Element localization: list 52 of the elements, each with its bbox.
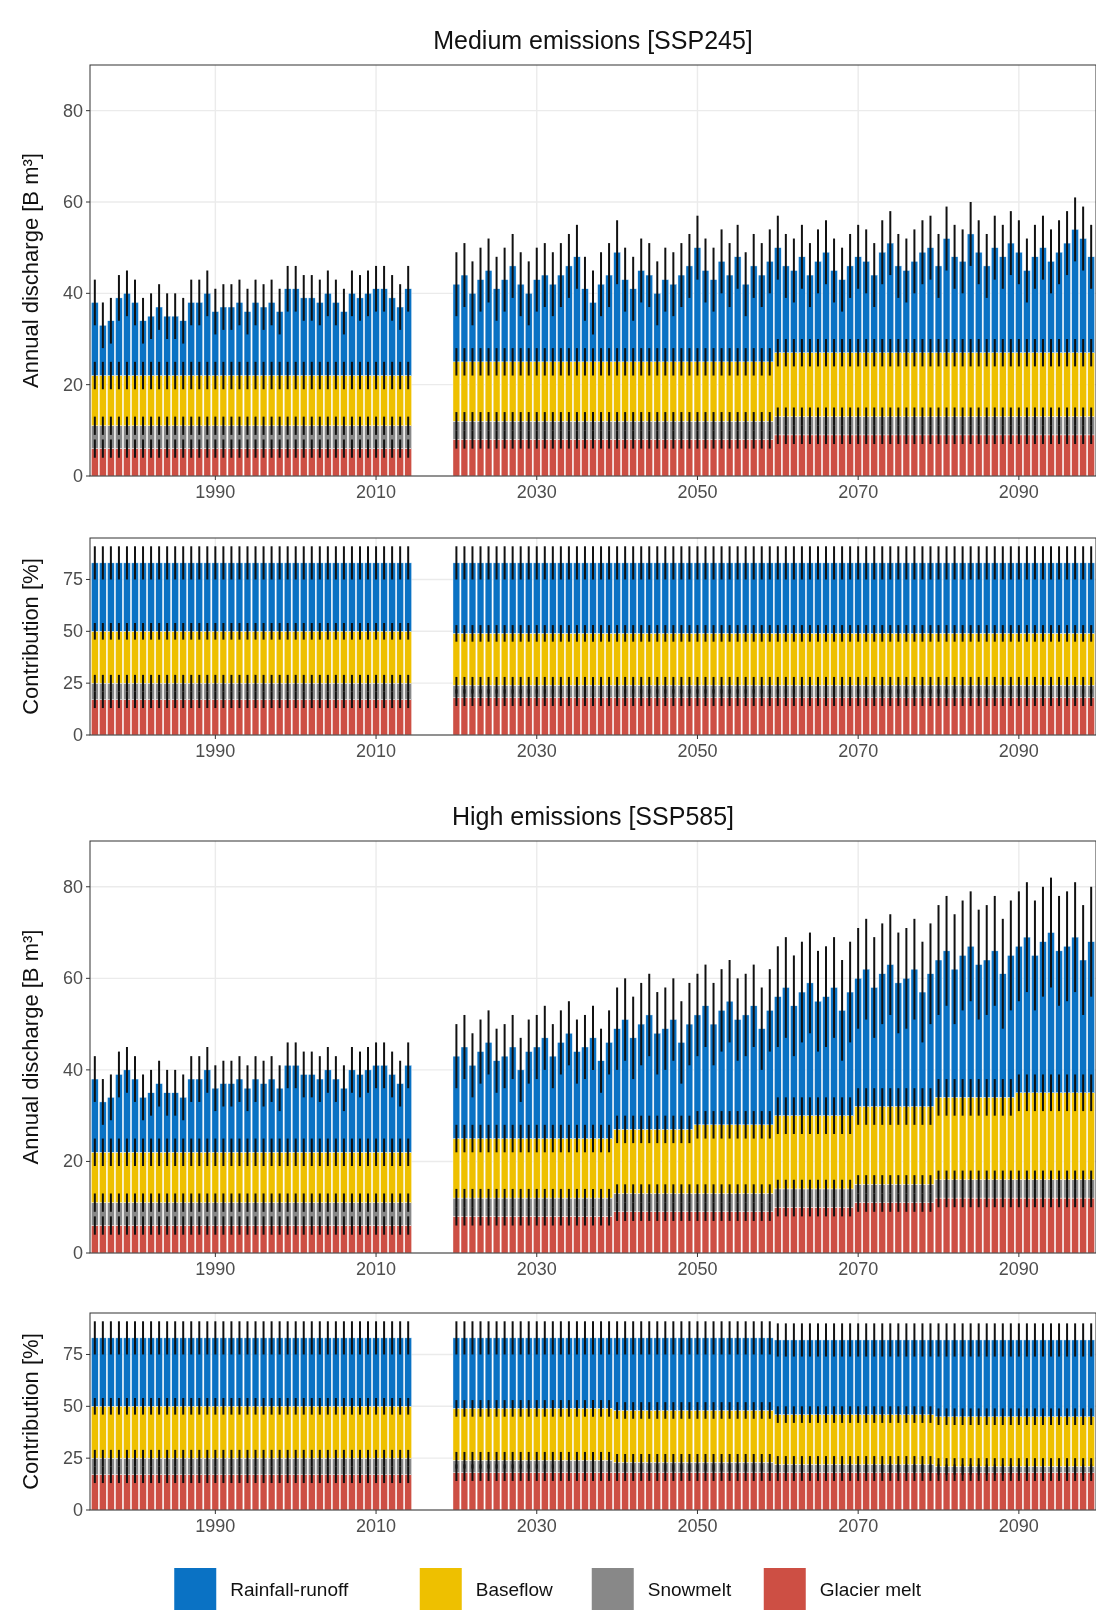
y-tick-label: 60 — [62, 192, 83, 212]
y-tick-label: 50 — [62, 621, 83, 642]
y-tick-label: 50 — [62, 1396, 83, 1417]
x-tick-label: 2030 — [516, 1516, 557, 1536]
x-tick-label: 2010 — [356, 741, 397, 761]
x-tick-label: 1990 — [195, 1516, 236, 1536]
y-tick-label: 20 — [62, 1151, 83, 1172]
x-tick-label: 2070 — [838, 482, 879, 502]
y-tick-label: 0 — [72, 1243, 83, 1263]
y-axis-title: Annual discharge [B m³] — [18, 153, 43, 388]
x-tick-label: 2070 — [838, 741, 879, 761]
x-tick-label: 2070 — [838, 1259, 879, 1279]
y-tick-label: 40 — [62, 283, 83, 304]
x-tick-label: 1990 — [195, 482, 236, 502]
y-axis-title: Contribution [%] — [18, 558, 43, 715]
x-tick-label: 2090 — [998, 1516, 1039, 1536]
y-tick-label: 80 — [62, 100, 83, 121]
x-tick-label: 2010 — [356, 1516, 397, 1536]
y-tick-label: 20 — [62, 374, 83, 395]
x-tick-label: 2030 — [516, 1259, 557, 1279]
x-tick-label: 2070 — [838, 1516, 879, 1536]
x-tick-label: 2010 — [356, 1259, 397, 1279]
x-tick-label: 2090 — [998, 482, 1039, 502]
x-tick-label: 2030 — [516, 741, 557, 761]
x-tick-label: 1990 — [195, 1259, 236, 1279]
x-tick-label: 2050 — [677, 482, 718, 502]
y-tick-label: 60 — [62, 968, 83, 989]
y-tick-label: 75 — [62, 569, 83, 590]
y-tick-label: 0 — [72, 1500, 83, 1520]
legend-label: Snowmelt — [647, 1579, 732, 1600]
x-tick-label: 2050 — [677, 1259, 718, 1279]
legend-label: Baseflow — [475, 1579, 554, 1600]
y-tick-label: 25 — [62, 673, 83, 694]
y-tick-label: 80 — [62, 876, 83, 897]
x-tick-label: 2090 — [998, 741, 1039, 761]
x-tick-label: 2090 — [998, 1259, 1039, 1279]
x-tick-label: 2030 — [516, 482, 557, 502]
y-tick-label: 40 — [62, 1059, 83, 1080]
x-tick-label: 2050 — [677, 741, 718, 761]
y-tick-label: 25 — [62, 1448, 83, 1469]
y-tick-label: 0 — [72, 466, 83, 486]
legend-label: Rainfall-runoff — [230, 1579, 349, 1600]
y-axis-title: Annual discharge [B m³] — [18, 929, 43, 1165]
chart-title: Medium emissions [SSP245] — [433, 26, 753, 54]
y-axis-title: Contribution [%] — [18, 1333, 43, 1490]
legend-label: Glacier melt — [819, 1579, 922, 1600]
x-tick-label: 1990 — [195, 741, 236, 761]
y-tick-label: 0 — [72, 725, 83, 745]
x-tick-label: 2050 — [677, 1516, 718, 1536]
x-tick-label: 2010 — [356, 482, 397, 502]
chart-title: High emissions [SSP585] — [451, 802, 735, 830]
y-tick-label: 75 — [62, 1344, 83, 1365]
